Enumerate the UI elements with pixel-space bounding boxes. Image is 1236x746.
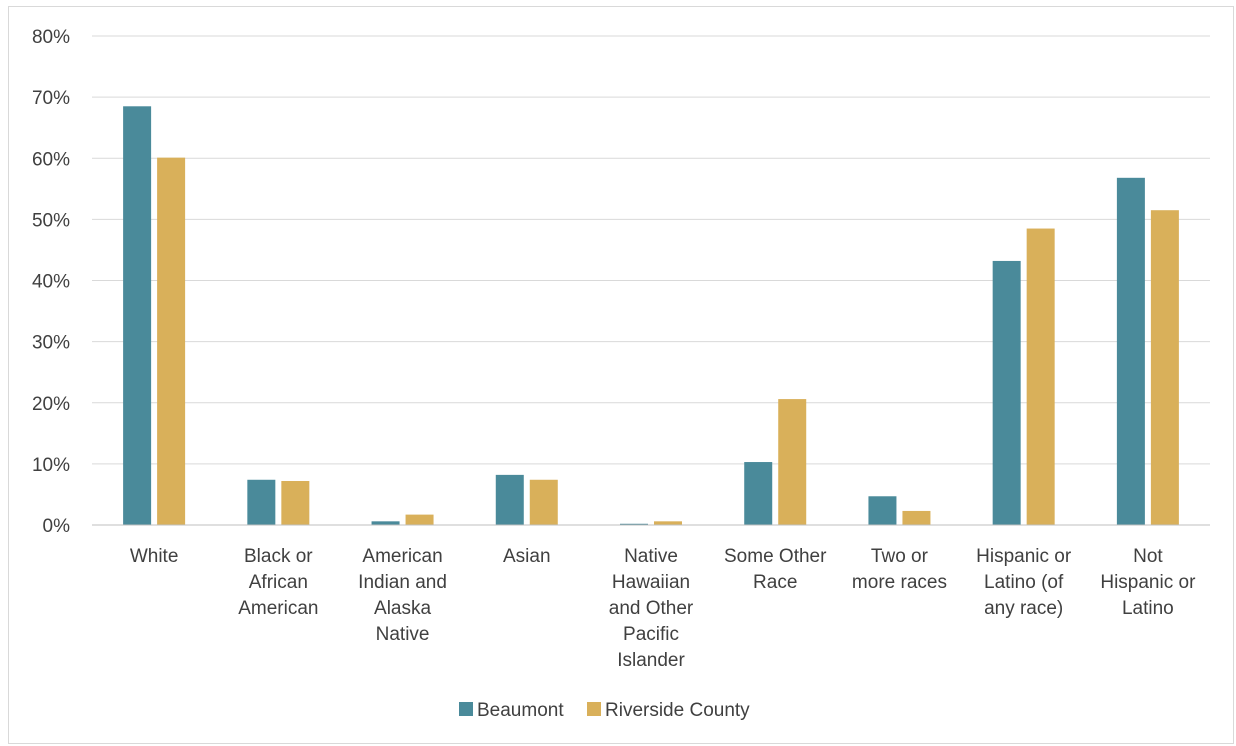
x-category-label: Asian [503,546,551,567]
bar-riverside-county [654,521,682,525]
x-category-label: Not Hispanic or Latino [1100,546,1196,619]
x-category-label: American Indian and Alaska Native [358,546,447,645]
y-tick-label: 50% [32,210,70,231]
x-axis-category-labels: White Black or African American American Indi… [130,546,1196,671]
bar-beaumont [992,260,1021,525]
y-tick-label: 20% [32,394,70,415]
y-tick-label: 0% [43,516,71,537]
y-tick-label: 40% [32,272,70,293]
bar-beaumont [868,496,897,525]
bar-riverside-county [1026,228,1055,525]
bar-riverside-county [1150,210,1179,526]
y-axis-tick-labels: 0% 10% 20% 30% 40% 50% 60% 70% 80% [32,27,70,537]
legend-label: Beaumont [477,700,564,721]
x-category-label: Two or more races [852,546,947,593]
bar-beaumont [495,474,524,525]
bar-beaumont [247,479,276,525]
bar-riverside-county [405,514,434,525]
y-tick-label: 10% [32,455,70,476]
bar-beaumont [1116,177,1145,525]
x-category-label: Black or African American [238,546,318,619]
legend-swatch [587,702,601,716]
bar-beaumont [620,523,648,525]
x-category-label: White [130,546,179,567]
bar-riverside-county [902,510,931,525]
bar-riverside-county [529,479,558,525]
legend: Beaumont Riverside County [459,700,750,721]
legend-swatch [459,702,473,716]
bar-beaumont [123,106,152,525]
x-category-label: Hispanic or Latino (of any race) [976,546,1072,619]
x-category-label: Native Hawaiian and Other Pacific Islander [609,546,694,671]
y-tick-label: 30% [32,333,70,354]
gridlines [92,35,1210,465]
y-tick-label: 70% [32,88,70,109]
bar-riverside-county [778,399,807,525]
y-tick-label: 60% [32,149,70,170]
y-tick-label: 80% [32,27,70,48]
bar-riverside-county [281,480,310,525]
bars [123,106,1179,526]
x-category-label: Some Other Race [724,546,827,593]
legend-label: Riverside County [605,700,750,721]
bar-riverside-county [157,157,186,526]
bar-beaumont [371,521,400,525]
bar-beaumont [744,462,773,525]
